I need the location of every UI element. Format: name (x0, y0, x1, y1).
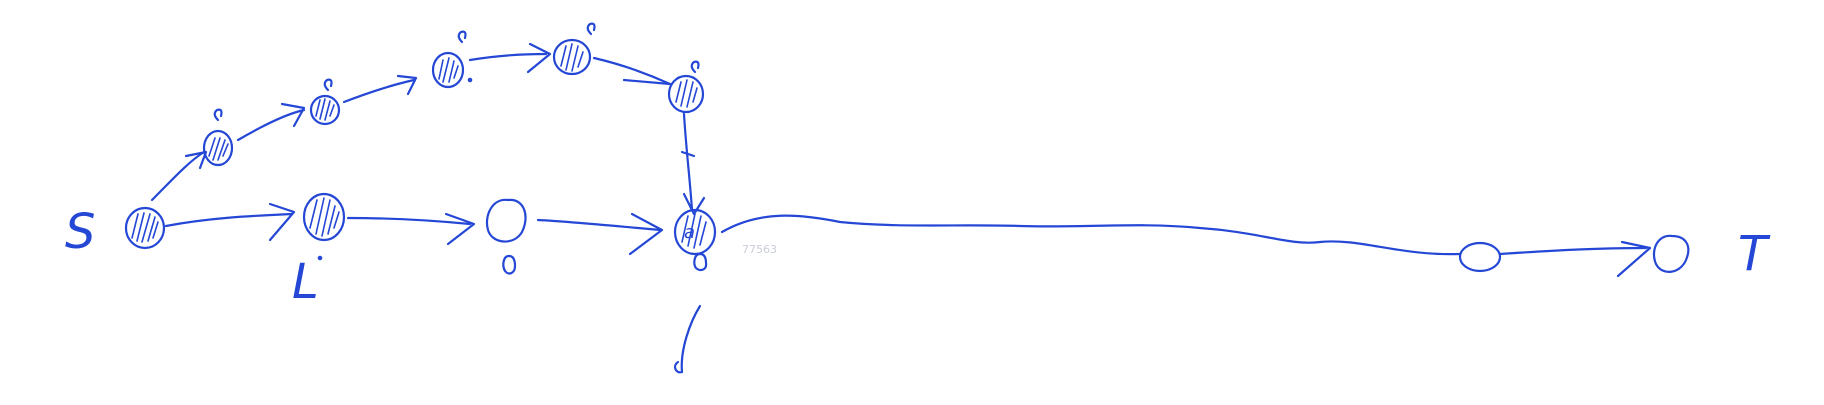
edge-s-to-l (164, 202, 296, 242)
node-a-sub (693, 252, 708, 272)
edge-upper-2-to-upper-3 (342, 74, 418, 104)
edge-a-to-right-node (720, 214, 1462, 256)
stroke-mark-below (680, 304, 702, 374)
label-t: T (1738, 226, 1771, 282)
edge-s-to-upper-1 (150, 150, 208, 202)
node-rightmost-middle (1458, 241, 1502, 273)
edge-middle-to-a (536, 212, 664, 256)
label-s: S (65, 204, 95, 260)
node-upper-1 (202, 108, 234, 167)
node-b (502, 254, 517, 275)
edge-l-to-middle (346, 212, 476, 246)
node-upper-5 (667, 60, 705, 114)
node-upper-4 (552, 22, 596, 76)
edge-upper-1-to-upper-2 (236, 102, 306, 142)
node-upper-2 (309, 78, 341, 126)
node-s (124, 206, 166, 250)
tick-mark (680, 150, 696, 158)
hook-mark-below (673, 360, 684, 374)
edge-upper-3-to-upper-4 (468, 42, 552, 74)
node-l (302, 192, 346, 261)
watermark-text: 77563 (742, 243, 777, 256)
label-slash: / (0, 0, 1, 1)
edge-upper-5-to-a (682, 112, 706, 216)
node-t (1652, 234, 1690, 273)
node-upper-3 (431, 30, 473, 89)
edge-right-node-to-t (1498, 240, 1652, 278)
label-a: a (684, 222, 695, 243)
node-a (673, 208, 717, 256)
label-b: b (0, 0, 1, 1)
edge-upper-4-to-upper-5 (592, 56, 672, 86)
label-l: L (292, 254, 319, 310)
node-middle (485, 198, 527, 243)
